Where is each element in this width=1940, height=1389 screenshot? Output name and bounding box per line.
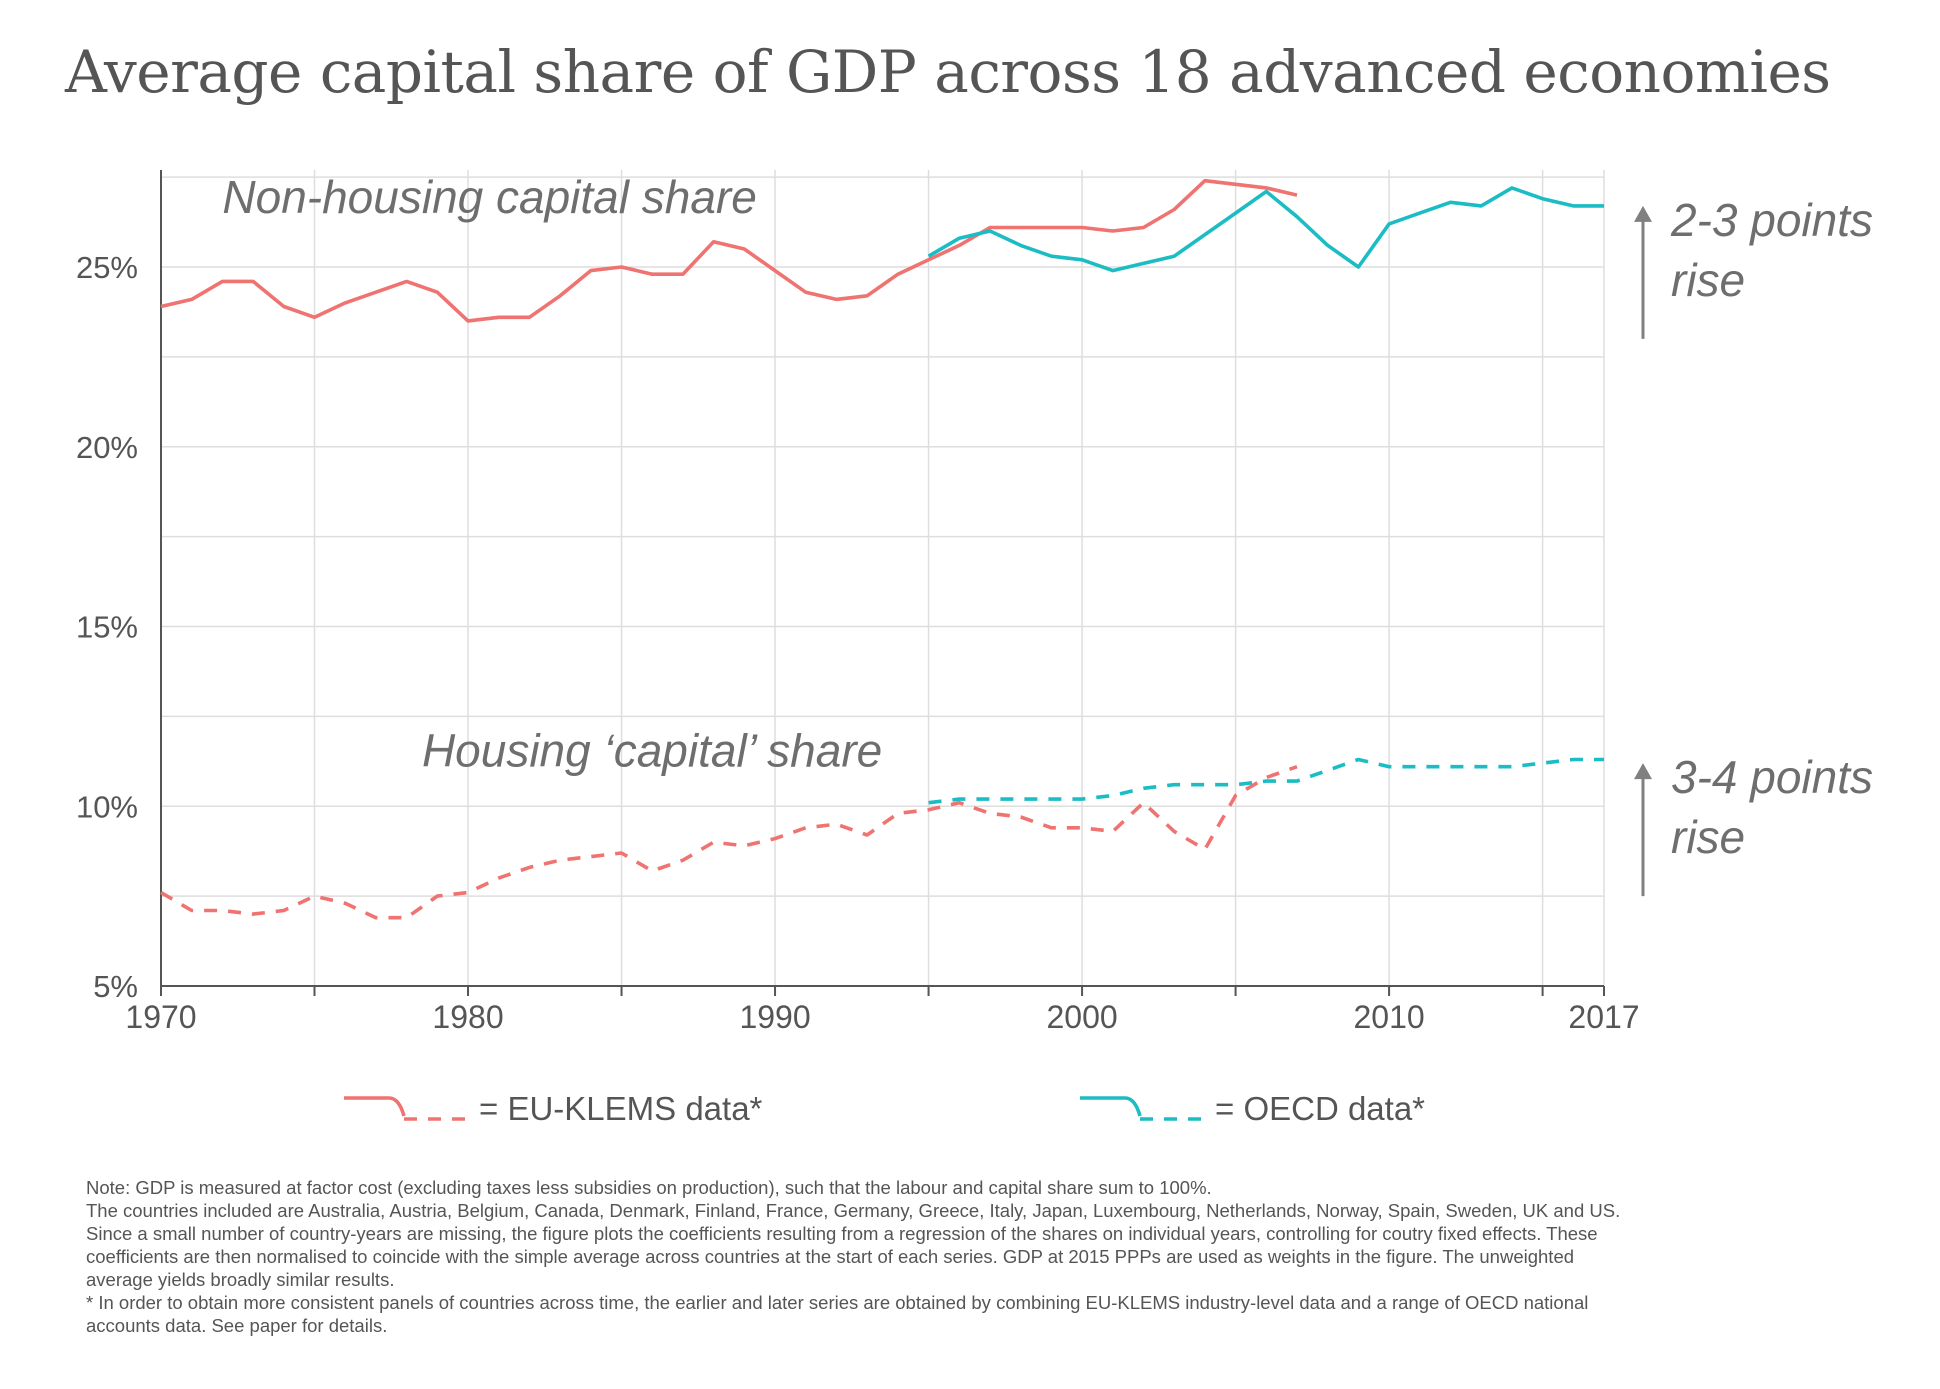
note-line: accounts data. See paper for details. [86, 1315, 388, 1336]
nonhousing-euklems-line [160, 178, 1298, 323]
annotations: Non-housing capital share Housing ‘capita… [222, 171, 1873, 897]
rise-label: rise [1671, 254, 1745, 306]
y-tick-label: 20% [76, 430, 138, 465]
legend-label: = OECD data* [1215, 1090, 1425, 1127]
rise-label: rise [1671, 811, 1745, 863]
x-tick-label: 2010 [1353, 999, 1424, 1035]
legend-label: = EU-KLEMS data* [479, 1090, 763, 1127]
nonhousing-oecd-line [927, 186, 1604, 273]
note-line: The countries included are Australia, Au… [86, 1200, 1621, 1221]
y-tick-label: 25% [76, 250, 138, 285]
rise-arrow-head [1634, 205, 1652, 222]
note-line: Note: GDP is measured at factor cost (ex… [86, 1177, 1212, 1198]
note-line: average yields broadly similar results. [86, 1269, 395, 1290]
x-tick-label: 1980 [432, 999, 503, 1035]
housing-annotation: Housing ‘capital’ share [422, 725, 882, 777]
legend: = EU-KLEMS data* = OECD data* [344, 1090, 1425, 1127]
note-line: * In order to obtain more consistent pan… [86, 1292, 1589, 1313]
legend-solid-swatch [1080, 1096, 1142, 1117]
axes: 1970 1980 1990 2000 2010 2017 5% 10% 15% 20% 25% [76, 170, 1640, 1035]
legend-solid-swatch [344, 1096, 406, 1117]
housing-euklems-line [160, 765, 1298, 920]
chart-notes: Note: GDP is measured at factor cost (ex… [86, 1176, 1786, 1337]
rise-label: 3-4 points [1671, 751, 1873, 803]
series-lines [160, 178, 1604, 920]
rise-label: 2-3 points [1670, 194, 1873, 246]
y-tick-label: 10% [76, 789, 138, 824]
rise-arrow-head [1634, 763, 1652, 780]
note-line: Since a small number of country-years ar… [86, 1223, 1598, 1244]
y-tick-label: 5% [93, 969, 138, 1004]
nonhousing-annotation: Non-housing capital share [222, 171, 756, 223]
x-tick-label: 2017 [1568, 999, 1639, 1035]
housing-oecd-line [928, 757, 1604, 805]
x-tick-label: 1970 [125, 999, 196, 1035]
chart-title: Average capital share of GDP across 18 a… [65, 38, 1831, 106]
x-tick-label: 1990 [739, 999, 810, 1035]
y-tick-label: 15% [76, 610, 138, 645]
note-line: coefficients are then normalised to coin… [86, 1246, 1575, 1267]
x-tick-label: 2000 [1046, 999, 1117, 1035]
